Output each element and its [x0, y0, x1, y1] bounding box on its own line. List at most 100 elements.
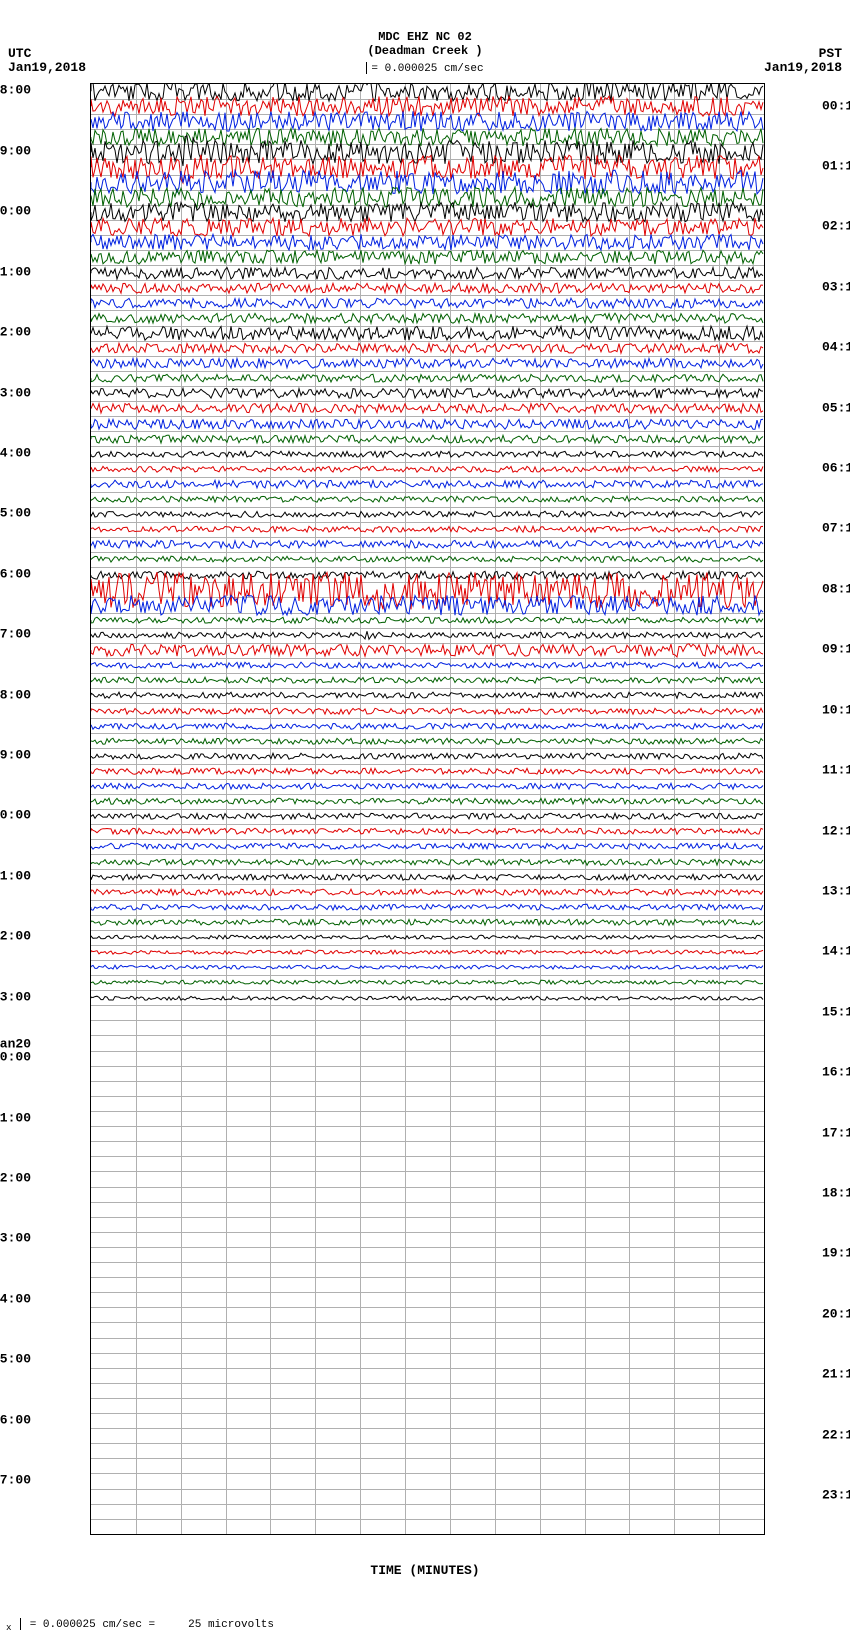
seismic-trace [91, 605, 764, 665]
seismic-trace [91, 227, 764, 287]
utc-time-label: 01:00 [0, 1110, 31, 1125]
utc-time-label: 20:00 [0, 808, 31, 823]
x-axis-label: TIME (MINUTES) [35, 1563, 815, 1578]
utc-time-label: 03:00 [0, 1231, 31, 1246]
seismic-trace [91, 499, 764, 559]
seismic-trace [91, 696, 764, 756]
seismic-trace [91, 182, 764, 242]
seismic-trace [91, 469, 764, 529]
seismic-trace [91, 514, 764, 574]
seismic-trace [91, 152, 764, 212]
seismic-trace [91, 711, 764, 771]
right-timezone: PST [819, 46, 842, 61]
utc-time-label: 09:00 [0, 143, 31, 158]
seismic-trace [91, 258, 764, 318]
pst-time-label: 11:15 [822, 763, 850, 778]
seismic-trace [91, 968, 764, 1028]
seismic-trace [91, 816, 764, 876]
utc-time-label: 13:00 [0, 385, 31, 400]
seismic-trace [91, 635, 764, 695]
utc-time-label: 05:00 [0, 1352, 31, 1367]
seismic-trace [91, 122, 764, 182]
utc-time-label: 04:00 [0, 1291, 31, 1306]
seismic-trace [91, 394, 764, 454]
seismic-trace [91, 590, 764, 650]
utc-time-label: 21:00 [0, 868, 31, 883]
pst-time-label: 20:15 [822, 1306, 850, 1321]
seismic-trace [91, 741, 764, 801]
pst-time-label: 03:15 [822, 279, 850, 294]
seismic-trace [91, 91, 764, 151]
seismic-trace [91, 137, 764, 197]
pst-time-label: 17:15 [822, 1125, 850, 1140]
seismic-trace [91, 439, 764, 499]
seismic-trace [91, 681, 764, 741]
seismic-trace [91, 726, 764, 786]
seismic-trace [91, 937, 764, 997]
left-timezone: UTC [8, 46, 31, 61]
seismic-trace [91, 167, 764, 227]
pst-time-label: 16:15 [822, 1065, 850, 1080]
pst-time-label: 06:15 [822, 461, 850, 476]
utc-time-label: 14:00 [0, 445, 31, 460]
seismic-trace [91, 786, 764, 846]
seismic-trace [91, 348, 764, 408]
seismic-trace [91, 575, 764, 635]
utc-time-label: 19:00 [0, 748, 31, 763]
left-date: Jan19,2018 [8, 60, 86, 75]
seismic-trace [91, 529, 764, 589]
seismic-trace [91, 862, 764, 922]
seismic-trace [91, 243, 764, 303]
pst-time-label: 09:15 [822, 642, 850, 657]
utc-time-label: 11:00 [0, 264, 31, 279]
date-change-label: Jan20 [0, 1037, 31, 1052]
seismic-trace [91, 650, 764, 710]
utc-time-label: 00:00 [0, 1050, 31, 1065]
seismic-trace [91, 83, 764, 122]
pst-time-label: 23:15 [822, 1488, 850, 1503]
seismic-trace [91, 212, 764, 272]
seismic-trace [91, 484, 764, 544]
utc-time-label: 23:00 [0, 989, 31, 1004]
pst-time-label: 22:15 [822, 1427, 850, 1442]
seismic-trace [91, 665, 764, 725]
pst-time-label: 10:15 [822, 702, 850, 717]
seismic-trace [91, 303, 764, 363]
seismic-trace [91, 378, 764, 438]
pst-time-label: 07:15 [822, 521, 850, 536]
seismic-trace [91, 333, 764, 393]
utc-time-label: 22:00 [0, 929, 31, 944]
utc-time-label: 02:00 [0, 1170, 31, 1185]
right-axis: 00:1501:1502:1503:1504:1505:1506:1507:15… [763, 83, 818, 1533]
pst-time-label: 12:15 [822, 823, 850, 838]
utc-time-label: 15:00 [0, 506, 31, 521]
pst-time-label: 19:15 [822, 1246, 850, 1261]
pst-time-label: 01:15 [822, 158, 850, 173]
pst-time-label: 00:15 [822, 98, 850, 113]
pst-time-label: 18:15 [822, 1186, 850, 1201]
pst-time-label: 15:15 [822, 1004, 850, 1019]
seismic-trace [91, 922, 764, 982]
seismic-trace [91, 756, 764, 816]
utc-time-label: 08:00 [0, 83, 31, 98]
seismic-trace [91, 877, 764, 937]
seismic-trace [91, 771, 764, 831]
seismic-trace [91, 545, 764, 605]
seismic-trace [91, 409, 764, 469]
seismic-trace [91, 454, 764, 514]
seismic-trace [91, 847, 764, 907]
seismic-trace [91, 288, 764, 348]
right-date: Jan19,2018 [764, 60, 842, 75]
seismic-trace [91, 620, 764, 680]
pst-time-label: 13:15 [822, 883, 850, 898]
utc-time-label: 10:00 [0, 204, 31, 219]
utc-time-label: 12:00 [0, 325, 31, 340]
pst-time-label: 04:15 [822, 340, 850, 355]
seismic-trace [91, 318, 764, 378]
utc-time-label: 07:00 [0, 1473, 31, 1488]
scale-indicator: = 0.000025 cm/sec [0, 62, 850, 75]
plot-area: 0123456789101112131415 [90, 83, 765, 1535]
utc-time-label: 16:00 [0, 566, 31, 581]
seismic-trace [91, 197, 764, 257]
seismic-trace [91, 892, 764, 952]
